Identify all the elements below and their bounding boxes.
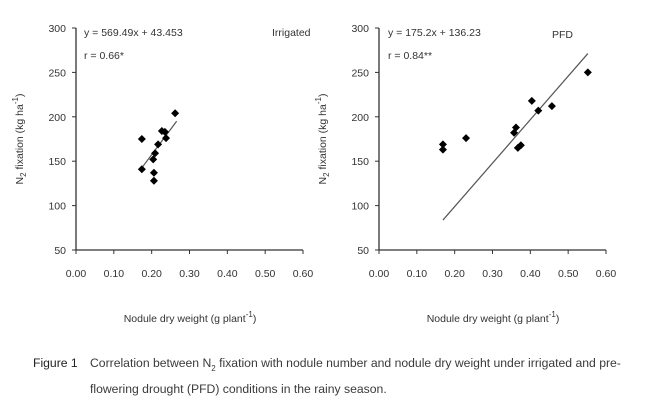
equation-label: y = 569.49x + 43.453	[84, 27, 183, 39]
caption-text-part: Correlation between N	[90, 356, 212, 370]
figure-number: Figure 1	[33, 356, 78, 370]
data-point	[151, 149, 160, 158]
data-point	[154, 140, 163, 149]
data-point	[527, 96, 536, 105]
figure-svg: y = 569.49x + 43.453 r = 0.66* Irrigated…	[11, 23, 616, 325]
x-tick-label: 0.10	[407, 268, 428, 280]
x-axis-title: Nodule dry weight (g plant-1)	[124, 310, 257, 325]
y-tick-label: 200	[48, 112, 66, 124]
y-tick-label: 150	[351, 156, 369, 168]
data-point	[438, 140, 447, 149]
x-tick-label: 0.20	[141, 268, 162, 280]
figure-caption: Figure 1 Correlation between N2 fixation…	[33, 353, 653, 400]
y-tick-label: 50	[54, 245, 66, 257]
data-point	[510, 128, 519, 137]
x-tick-label: 0.40	[217, 268, 238, 280]
x-axis-title: Nodule dry weight (g plant-1)	[427, 310, 560, 325]
data-point	[534, 106, 543, 115]
x-tick-label: 0.50	[255, 268, 276, 280]
y-tick-label: 250	[48, 67, 66, 79]
data-point	[149, 155, 158, 164]
data-point	[149, 176, 158, 185]
data-point	[583, 68, 592, 77]
data-point	[160, 127, 169, 136]
y-tick-label: 300	[48, 23, 66, 35]
caption-text-part: fixation with nodule number and nodule d…	[90, 356, 621, 396]
x-tick-label: 0.60	[596, 268, 617, 280]
x-tick-label: 0.20	[444, 268, 465, 280]
y-tick-label: 100	[351, 201, 369, 213]
y-tick-label: 300	[351, 23, 369, 35]
data-point	[149, 168, 158, 177]
panel-label: PFD	[552, 29, 573, 41]
data-point	[513, 143, 522, 152]
data-point	[137, 135, 146, 143]
chart-panel-irrigated: y = 569.49x + 43.453 r = 0.66* Irrigated…	[11, 23, 313, 325]
panel-label: Irrigated	[272, 27, 311, 39]
caption-subscript: 2	[211, 364, 216, 373]
y-tick-label: 100	[48, 201, 66, 213]
x-tick-label: 0.30	[179, 268, 200, 280]
y-axis-title: N2 fixation (kg ha-1)	[11, 94, 28, 185]
x-tick-label: 0.00	[66, 268, 87, 280]
y-tick-label: 50	[357, 245, 369, 257]
data-point	[162, 134, 171, 143]
data-point	[547, 102, 556, 111]
caption-text: Correlation between N2 fixation with nod…	[90, 353, 653, 400]
regression-line	[442, 53, 589, 221]
y-tick-label: 200	[351, 112, 369, 124]
x-tick-label: 0.50	[558, 268, 579, 280]
chart-panel-pfd: y = 175.2x + 136.23 r = 0.84** PFD Nodul…	[314, 23, 616, 325]
correlation-label: r = 0.84**	[388, 50, 432, 62]
data-point	[462, 134, 471, 143]
correlation-label: r = 0.66*	[84, 50, 124, 62]
equation-label: y = 175.2x + 136.23	[388, 27, 481, 39]
y-axis-title: N2 fixation (kg ha-1)	[314, 94, 331, 185]
x-tick-label: 0.00	[369, 268, 390, 280]
data-point	[137, 165, 146, 174]
x-tick-label: 0.60	[293, 268, 314, 280]
x-tick-label: 0.30	[482, 268, 503, 280]
x-tick-label: 0.10	[104, 268, 125, 280]
y-tick-label: 250	[351, 67, 369, 79]
x-tick-label: 0.40	[520, 268, 541, 280]
data-point	[171, 109, 180, 118]
y-tick-label: 150	[48, 156, 66, 168]
data-point	[438, 145, 447, 154]
